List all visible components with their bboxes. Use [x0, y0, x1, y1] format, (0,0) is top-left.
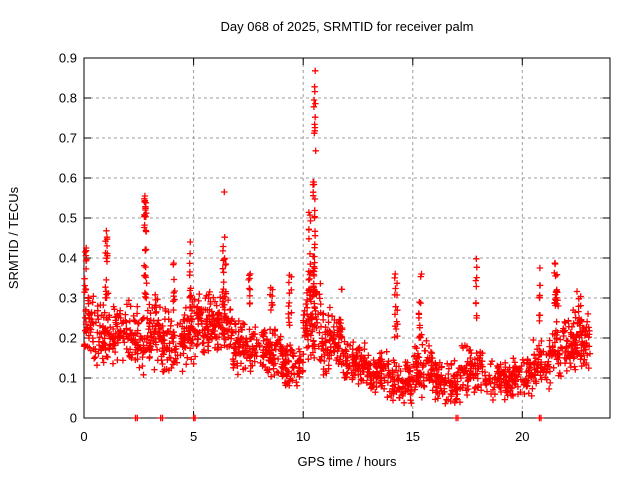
y-axis-label: SRMTID / TECUs — [6, 186, 21, 289]
y-tick-label: 0.7 — [59, 131, 77, 146]
y-tick-label: 0.9 — [59, 51, 77, 66]
x-axis-label: GPS time / hours — [298, 454, 397, 469]
y-tick-label: 0.8 — [59, 91, 77, 106]
x-tick-label: 20 — [515, 429, 529, 444]
y-tick-label: 0.2 — [59, 331, 77, 346]
y-tick-label: 0.6 — [59, 171, 77, 186]
grid-lines — [84, 58, 610, 418]
y-tick-labels: 0 0.1 0.2 0.3 0.4 0.5 0.6 0.7 0.8 0.9 — [59, 51, 77, 426]
y-tick-label: 0.1 — [59, 371, 77, 386]
x-tick-labels: 0 5 10 15 20 — [80, 429, 529, 444]
x-tick-label: 15 — [406, 429, 420, 444]
x-tick-label: 10 — [296, 429, 310, 444]
y-tick-label: 0.5 — [59, 211, 77, 226]
x-tick-label: 5 — [190, 429, 197, 444]
x-tick-label: 0 — [80, 429, 87, 444]
chart-title: Day 068 of 2025, SRMTID for receiver pal… — [221, 19, 474, 34]
y-tick-label: 0.3 — [59, 291, 77, 306]
y-tick-label: 0.4 — [59, 251, 77, 266]
scatter-points — [80, 67, 594, 422]
y-tick-label: 0 — [70, 411, 77, 426]
